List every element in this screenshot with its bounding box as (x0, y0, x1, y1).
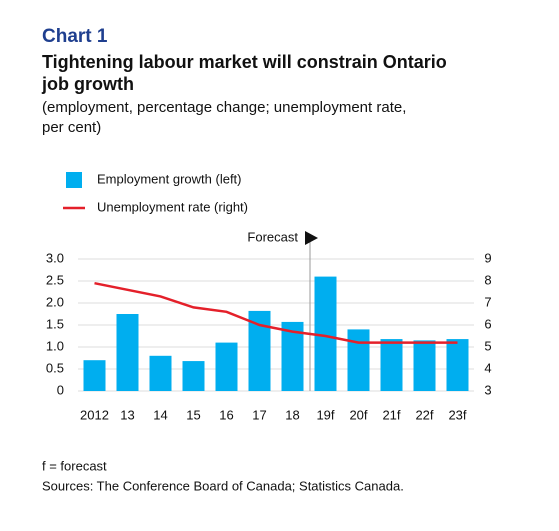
line (94, 281, 458, 344)
y-tick-label: 2.0 (46, 294, 64, 309)
chart-title: job growth (41, 74, 134, 94)
x-tick-label: 13 (120, 407, 134, 422)
bar (215, 342, 238, 391)
y-tick-label: 0.5 (46, 360, 64, 375)
bar (314, 276, 337, 391)
bar (380, 339, 403, 391)
bar (83, 360, 106, 391)
chart-subtitle: (employment, percentage change; unemploy… (42, 99, 406, 116)
y2-tick-label: 8 (484, 272, 491, 287)
note: f = forecast (42, 458, 107, 473)
y2-tick-label: 5 (484, 338, 491, 353)
y-tick-label: 2.5 (46, 272, 64, 287)
note: Sources: The Conference Board of Canada;… (42, 478, 404, 493)
bar (347, 329, 370, 391)
y2-tick-label: 6 (484, 316, 491, 331)
x-tick-label: 22f (415, 407, 433, 422)
bar (149, 355, 172, 391)
x-tick-label: 2012 (80, 407, 109, 422)
legend-label: Unemployment rate (right) (97, 199, 248, 214)
annotation: Forecast (247, 229, 298, 244)
x-tick-label: 18 (285, 407, 299, 422)
chart-title: Tightening labour market will constrain … (42, 52, 447, 72)
x-tick-label: 21f (382, 407, 400, 422)
y2-tick-label: 9 (484, 250, 491, 265)
x-tick-label: 14 (153, 407, 167, 422)
bar (116, 314, 139, 391)
legend-label: Employment growth (left) (97, 171, 242, 186)
x-tick-label: 23f (448, 407, 466, 422)
y-tick-label: 3.0 (46, 250, 64, 265)
y2-tick-label: 3 (484, 382, 491, 397)
bar (281, 321, 304, 391)
y2-tick-label: 7 (484, 294, 491, 309)
chart-subtitle: per cent) (42, 119, 101, 136)
y-tick-label: 1.0 (46, 338, 64, 353)
y2-tick-label: 4 (484, 360, 491, 375)
forecast-arrow (305, 231, 318, 245)
x-tick-label: 16 (219, 407, 233, 422)
x-tick-label: 20f (349, 407, 367, 422)
x-tick-label: 17 (252, 407, 266, 422)
bar (248, 310, 271, 391)
chart-label: Chart 1 (42, 26, 108, 47)
x-tick-label: 19f (316, 407, 334, 422)
y-tick-label: 0 (57, 382, 64, 397)
bar (182, 361, 205, 391)
bar (446, 339, 469, 391)
x-tick-label: 15 (186, 407, 200, 422)
bar (413, 340, 436, 391)
y-tick-label: 1.5 (46, 316, 64, 331)
legend-swatch (66, 172, 82, 188)
